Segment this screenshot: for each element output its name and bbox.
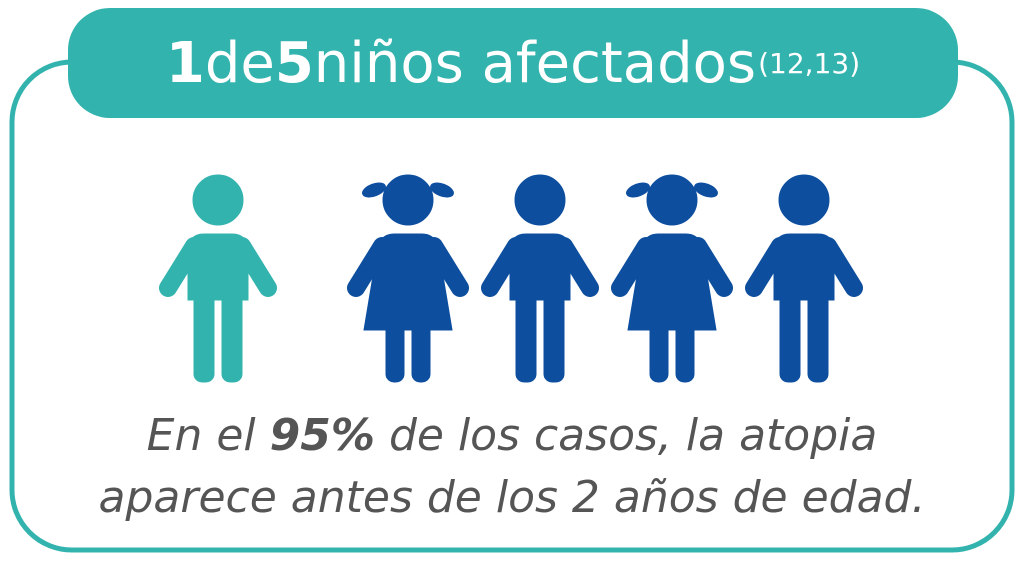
title-number: 5 [274, 30, 314, 96]
caption: En el 95% de los casos, la atopia aparece… [20, 405, 1004, 529]
title-text: niños afectados [313, 30, 757, 96]
header-title: 1 de 5 niños afectados (12,13) [68, 8, 958, 118]
caption-text: En el [146, 410, 256, 461]
header-pill [68, 8, 958, 118]
caption-emphasis: 95% [269, 410, 375, 461]
title-text: de [204, 30, 275, 96]
caption-line: aparece antes de los 2 años de edad. [98, 472, 926, 523]
affected-child-icon [168, 175, 268, 382]
caption-text: de los casos, la atopia [388, 410, 878, 461]
child-icon [754, 175, 854, 382]
child-icon [490, 175, 590, 382]
caption-line: En el 95% de los casos, la atopia [20, 405, 1004, 467]
child-icon [620, 175, 724, 382]
child-icon [356, 175, 460, 382]
title-number: 1 [165, 30, 205, 96]
reference: (12,13) [758, 46, 861, 80]
